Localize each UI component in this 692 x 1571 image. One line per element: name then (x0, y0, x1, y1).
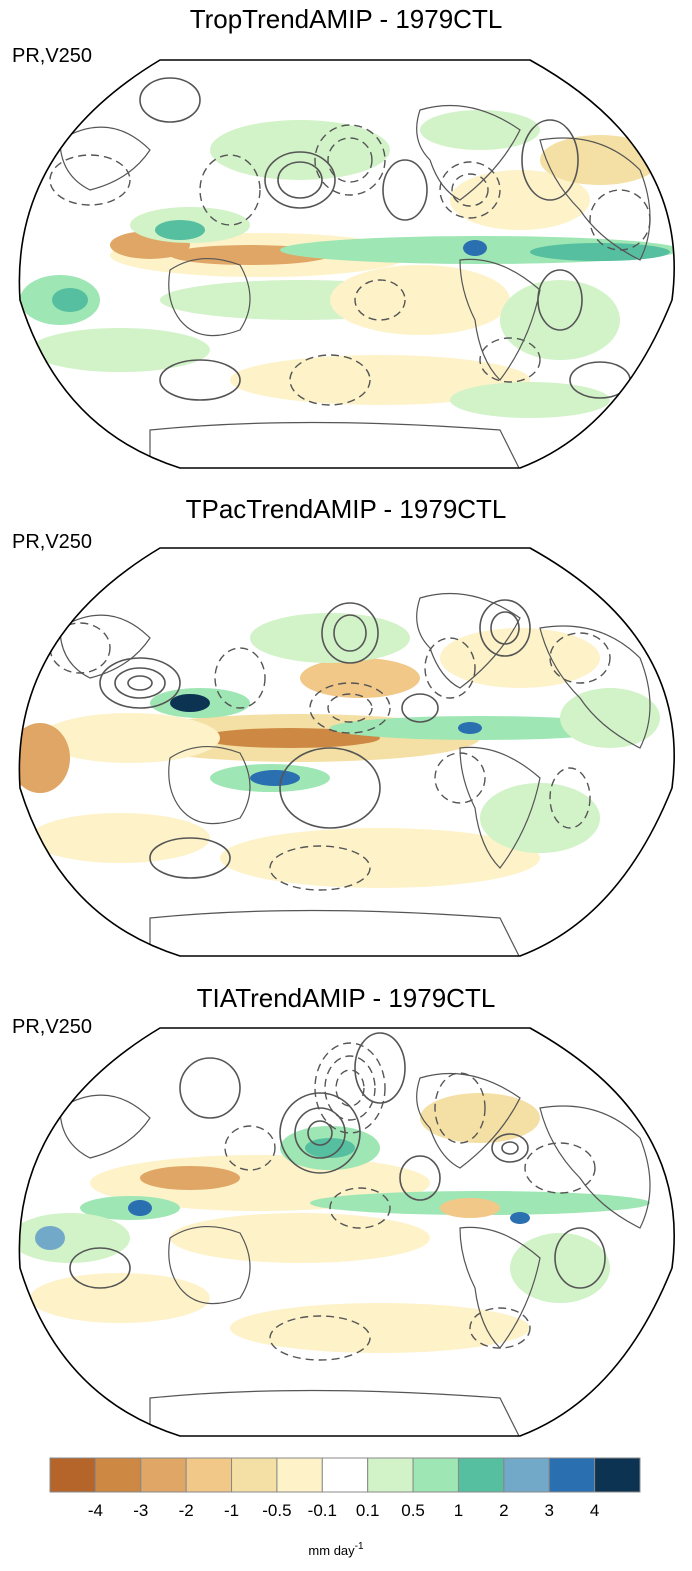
colorbar-swatch (231, 1457, 278, 1493)
colorbar-ticks: -4 -3 -2 -1 -0.5 -0.1 0.1 0.5 1 2 3 4 (88, 1501, 600, 1520)
map-panel-1: TropTrendAMIP - 1979CTL PR,V250 (0, 0, 692, 480)
panel-title: TPacTrendAMIP - 1979CTL (185, 494, 507, 524)
colorbar-tick-label: 4 (590, 1501, 599, 1520)
panel-title: TropTrendAMIP - 1979CTL (189, 4, 503, 34)
colorbar-swatch (185, 1457, 233, 1493)
world-map (18, 1027, 675, 1437)
colorbar-tick-label: -1 (224, 1501, 239, 1520)
colorbar-unit: mm day-1 (308, 1541, 364, 1558)
colorbar-tick-label: 1 (454, 1501, 463, 1520)
colorbar-swatch (321, 1457, 369, 1493)
panel-title: TIATrendAMIP - 1979CTL (196, 983, 496, 1013)
colorbar-tick-label: -2 (179, 1501, 194, 1520)
colorbar-swatch (49, 1457, 96, 1493)
colorbar-swatch (457, 1457, 505, 1493)
world-map (18, 59, 675, 469)
colorbar-swatch (367, 1457, 414, 1493)
colorbar-swatches (49, 1457, 641, 1493)
colorbar-tick-label: 3 (544, 1501, 553, 1520)
colorbar-swatch (548, 1457, 596, 1493)
colorbar-tick-label: -4 (88, 1501, 103, 1520)
map-panel-3: TIATrendAMIP - 1979CTL PR,V250 (0, 975, 692, 1440)
colorbar-tick-label: 0.1 (356, 1501, 380, 1520)
colorbar-swatch (276, 1457, 323, 1493)
colorbar-tick-label: 2 (499, 1501, 508, 1520)
map-panel-2: TPacTrendAMIP - 1979CTL PR,V250 (0, 490, 692, 970)
colorbar-tick-label: 0.5 (401, 1501, 425, 1520)
colorbar-swatch (503, 1457, 550, 1493)
panel-subtitle: PR,V250 (12, 531, 93, 553)
colorbar: -4 -3 -2 -1 -0.5 -0.1 0.1 0.5 1 2 3 4 mm day-1 (49, 1457, 641, 1558)
colorbar-swatch (140, 1457, 187, 1493)
colorbar-tick-label: -0.5 (262, 1501, 291, 1520)
colorbar-tick-label: -0.1 (308, 1501, 337, 1520)
panel-subtitle: PR,V250 (12, 45, 93, 67)
panel-subtitle: PR,V250 (12, 1016, 93, 1038)
colorbar-swatch (94, 1457, 142, 1493)
colorbar-swatch (594, 1457, 641, 1493)
world-map (18, 547, 675, 957)
colorbar-swatch (412, 1457, 459, 1493)
colorbar-tick-label: -3 (133, 1501, 148, 1520)
